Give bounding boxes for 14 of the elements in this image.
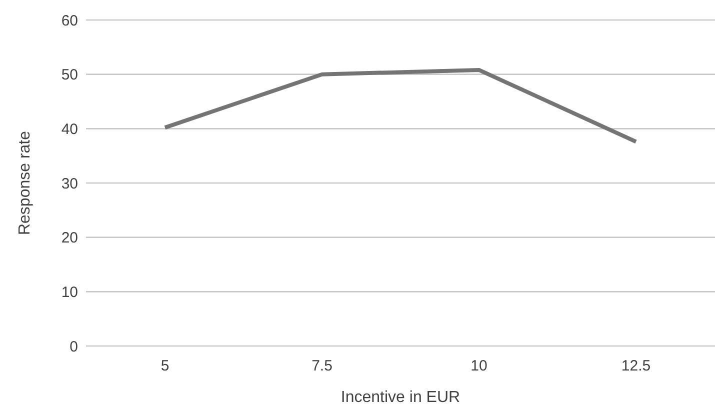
y-tick-label: 10	[61, 284, 78, 301]
line-series	[163, 68, 638, 144]
y-tick-label: 30	[61, 175, 78, 192]
y-tick-label: 60	[61, 12, 78, 30]
y-tick-label: 0	[70, 338, 78, 356]
y-axis-title: Response rate	[16, 130, 34, 236]
x-tick-label: 5	[160, 358, 170, 375]
y-tick-label: 40	[61, 120, 78, 138]
y-tick-label: 20	[61, 230, 78, 247]
x-tick-label: 7.5	[312, 358, 332, 375]
x-tick-label: 10	[470, 358, 488, 375]
x-axis-title: Incentive in EUR	[340, 389, 460, 406]
y-tick-label: 50	[61, 66, 78, 84]
x-tick-label: 12.5	[621, 358, 651, 375]
